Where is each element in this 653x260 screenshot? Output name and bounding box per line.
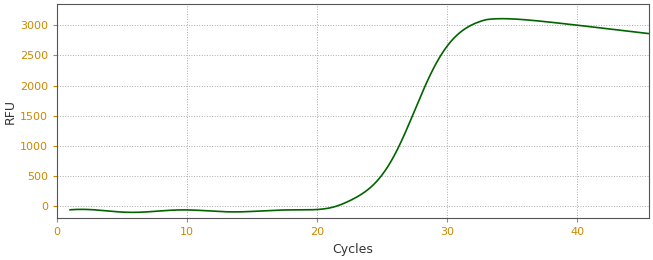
Y-axis label: RFU: RFU (4, 99, 17, 124)
X-axis label: Cycles: Cycles (332, 243, 374, 256)
